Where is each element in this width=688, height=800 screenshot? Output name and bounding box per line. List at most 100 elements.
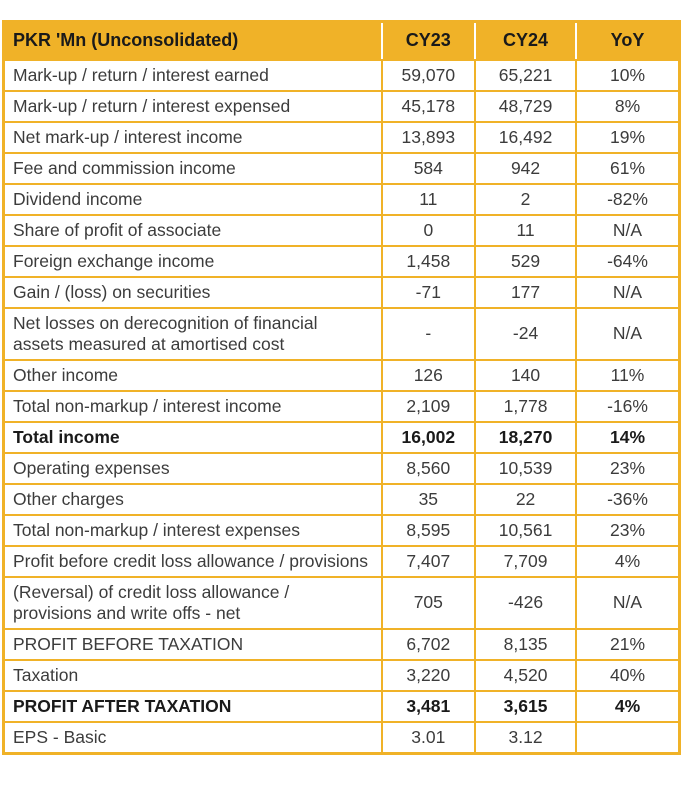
- table-header: PKR 'Mn (Unconsolidated) CY23 CY24 YoY: [5, 23, 678, 59]
- cell-cy23: 35: [380, 482, 475, 514]
- header-row: PKR 'Mn (Unconsolidated) CY23 CY24 YoY: [5, 23, 678, 59]
- cell-yoy: 23%: [575, 451, 678, 483]
- cell-yoy: -82%: [575, 182, 678, 214]
- cell-yoy: [575, 720, 678, 752]
- table-row: Gain / (loss) on securities -71 177 N/A: [5, 275, 678, 307]
- row-label: (Reversal) of credit loss allowance / pr…: [5, 575, 381, 628]
- header-cell-title: PKR 'Mn (Unconsolidated): [5, 23, 381, 59]
- table-row: Total income 16,002 18,270 14%: [5, 420, 678, 452]
- header-cell-cy24: CY24: [474, 23, 576, 59]
- table-row: Other charges 35 22 -36%: [5, 482, 678, 514]
- row-label: EPS - Basic: [5, 720, 381, 752]
- row-label: PROFIT AFTER TAXATION: [5, 689, 381, 721]
- cell-cy23: 6,702: [380, 627, 475, 659]
- cell-cy24: 8,135: [474, 627, 576, 659]
- row-label: Net mark-up / interest income: [5, 120, 381, 152]
- table-row: Dividend income 11 2 -82%: [5, 182, 678, 214]
- table-row: (Reversal) of credit loss allowance / pr…: [5, 575, 678, 628]
- table-row: Profit before credit loss allowance / pr…: [5, 544, 678, 576]
- table-row: Mark-up / return / interest earned 59,070…: [5, 58, 678, 90]
- table-row: Taxation 3,220 4,520 40%: [5, 658, 678, 690]
- table-row: Share of profit of associate 0 11 N/A: [5, 213, 678, 245]
- table-row: Foreign exchange income 1,458 529 -64%: [5, 244, 678, 276]
- row-label: Fee and commission income: [5, 151, 381, 183]
- cell-cy23: 705: [380, 575, 475, 628]
- row-label: Other charges: [5, 482, 381, 514]
- table-row: Total non-markup / interest income 2,109 1…: [5, 389, 678, 421]
- row-label: Dividend income: [5, 182, 381, 214]
- cell-cy24: 22: [474, 482, 576, 514]
- row-label: Net losses on derecognition of financial…: [5, 306, 381, 359]
- cell-cy24: -426: [474, 575, 576, 628]
- cell-yoy: 19%: [575, 120, 678, 152]
- cell-cy24: 11: [474, 213, 576, 245]
- cell-cy24: 3,615: [474, 689, 576, 721]
- cell-cy24: 529: [474, 244, 576, 276]
- cell-cy23: 2,109: [380, 389, 475, 421]
- header-cell-cy23: CY23: [380, 23, 475, 59]
- row-label: Total non-markup / interest income: [5, 389, 381, 421]
- cell-yoy: N/A: [575, 213, 678, 245]
- cell-yoy: N/A: [575, 575, 678, 628]
- cell-yoy: 61%: [575, 151, 678, 183]
- row-label: Gain / (loss) on securities: [5, 275, 381, 307]
- cell-cy23: -71: [380, 275, 475, 307]
- cell-cy23: 1,458: [380, 244, 475, 276]
- table-row: Fee and commission income 584 942 61%: [5, 151, 678, 183]
- cell-cy24: 10,561: [474, 513, 576, 545]
- cell-cy23: 3.01: [380, 720, 475, 752]
- cell-yoy: 23%: [575, 513, 678, 545]
- cell-cy24: 18,270: [474, 420, 576, 452]
- table-row: Operating expenses 8,560 10,539 23%: [5, 451, 678, 483]
- cell-yoy: 8%: [575, 89, 678, 121]
- cell-cy23: 45,178: [380, 89, 475, 121]
- income-statement-table: PKR 'Mn (Unconsolidated) CY23 CY24 YoY M…: [2, 20, 681, 755]
- table-row: EPS - Basic 3.01 3.12: [5, 720, 678, 752]
- cell-cy24: 48,729: [474, 89, 576, 121]
- row-label: Total income: [5, 420, 381, 452]
- cell-cy24: 10,539: [474, 451, 576, 483]
- row-label: Foreign exchange income: [5, 244, 381, 276]
- row-label: PROFIT BEFORE TAXATION: [5, 627, 381, 659]
- cell-cy23: -: [380, 306, 475, 359]
- cell-yoy: -16%: [575, 389, 678, 421]
- cell-cy24: 1,778: [474, 389, 576, 421]
- table-row: Net mark-up / interest income 13,893 16,49…: [5, 120, 678, 152]
- row-label: Other income: [5, 358, 381, 390]
- row-label: Share of profit of associate: [5, 213, 381, 245]
- cell-cy23: 8,595: [380, 513, 475, 545]
- cell-cy23: 8,560: [380, 451, 475, 483]
- cell-cy24: 942: [474, 151, 576, 183]
- cell-cy24: 3.12: [474, 720, 576, 752]
- cell-cy24: 16,492: [474, 120, 576, 152]
- row-label: Mark-up / return / interest earned: [5, 58, 381, 90]
- row-label: Mark-up / return / interest expensed: [5, 89, 381, 121]
- cell-yoy: 40%: [575, 658, 678, 690]
- cell-cy23: 0: [380, 213, 475, 245]
- cell-cy24: -24: [474, 306, 576, 359]
- row-label: Operating expenses: [5, 451, 381, 483]
- cell-cy23: 3,220: [380, 658, 475, 690]
- cell-yoy: -64%: [575, 244, 678, 276]
- cell-cy23: 126: [380, 358, 475, 390]
- cell-cy24: 2: [474, 182, 576, 214]
- table-row: Other income 126 140 11%: [5, 358, 678, 390]
- cell-yoy: 11%: [575, 358, 678, 390]
- cell-yoy: N/A: [575, 306, 678, 359]
- cell-cy24: 140: [474, 358, 576, 390]
- row-label: Taxation: [5, 658, 381, 690]
- cell-cy24: 4,520: [474, 658, 576, 690]
- header-cell-yoy: YoY: [575, 23, 678, 59]
- cell-cy23: 7,407: [380, 544, 475, 576]
- cell-cy23: 13,893: [380, 120, 475, 152]
- cell-cy23: 16,002: [380, 420, 475, 452]
- table-row: Mark-up / return / interest expensed 45,1…: [5, 89, 678, 121]
- cell-cy24: 7,709: [474, 544, 576, 576]
- cell-cy23: 59,070: [380, 58, 475, 90]
- row-label: Total non-markup / interest expenses: [5, 513, 381, 545]
- cell-yoy: 4%: [575, 689, 678, 721]
- table-row: PROFIT BEFORE TAXATION 6,702 8,135 21%: [5, 627, 678, 659]
- cell-yoy: 4%: [575, 544, 678, 576]
- cell-yoy: 21%: [575, 627, 678, 659]
